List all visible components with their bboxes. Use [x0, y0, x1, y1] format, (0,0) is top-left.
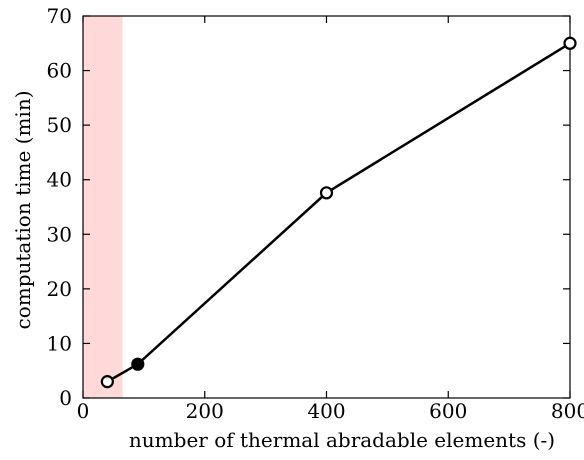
shaded-region	[83, 16, 123, 398]
y-axis-label: computation time (min)	[11, 90, 35, 329]
data-point	[100, 375, 114, 389]
y-tick-label: 60	[47, 59, 72, 83]
y-tick-label: 50	[47, 113, 72, 137]
x-tick-label: 400	[307, 399, 345, 423]
x-tick-label: 800	[551, 399, 584, 423]
y-tick-label: 70	[47, 4, 72, 28]
y-tick-label: 30	[47, 222, 72, 246]
y-tick-label: 20	[47, 277, 72, 301]
y-axis: 0 10 20 30 40 50 60 70	[47, 4, 570, 410]
y-tick-label: 10	[47, 331, 72, 355]
plot-frame	[82, 15, 571, 399]
data-point	[563, 36, 577, 50]
x-tick-label: 0	[77, 399, 90, 423]
y-tick-label: 40	[47, 168, 72, 192]
data-point	[131, 357, 145, 371]
x-axis: 0 200 400 600 800	[77, 16, 584, 423]
series-markers	[100, 36, 577, 389]
x-tick-label: 200	[186, 399, 224, 423]
data-point	[319, 186, 334, 200]
y-tick-label: 0	[59, 386, 72, 410]
x-tick-label: 600	[429, 399, 467, 423]
series-line	[106, 42, 571, 383]
x-axis-label: number of thermal abradable elements (-)	[129, 428, 555, 452]
